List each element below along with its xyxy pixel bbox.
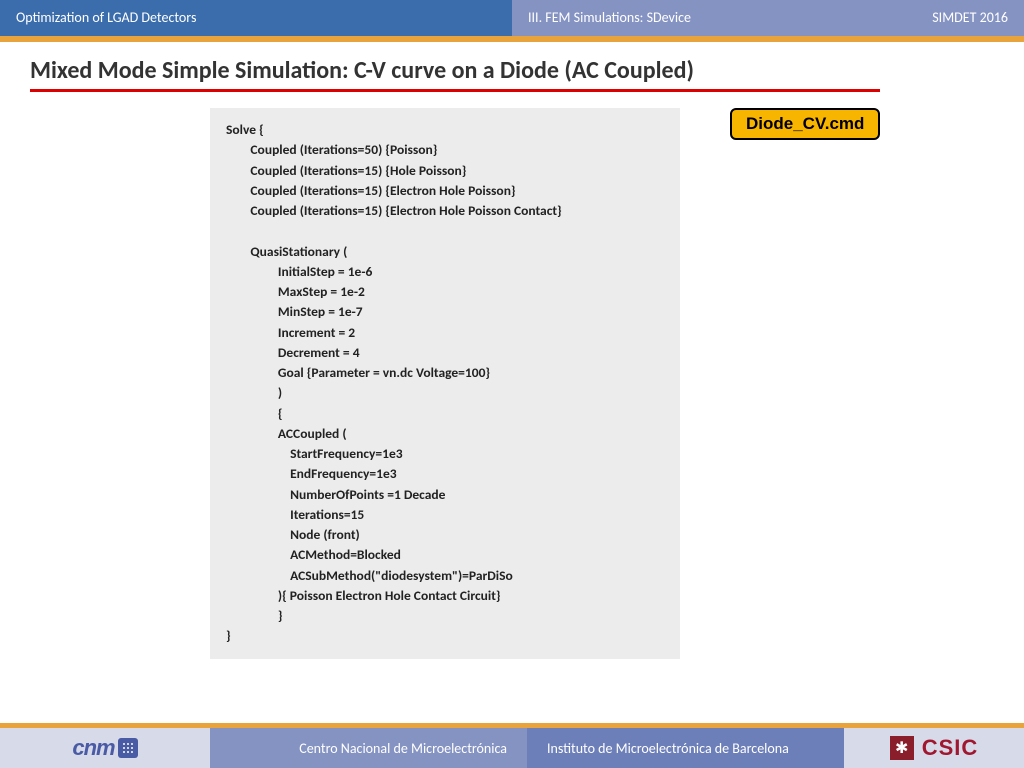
csic-logo: CSIC <box>922 739 979 757</box>
slide-title: Mixed Mode Simple Simulation: C-V curve … <box>30 56 880 92</box>
content-area: Mixed Mode Simple Simulation: C-V curve … <box>0 42 1024 659</box>
file-badge: Diode_CV.cmd <box>730 108 880 140</box>
csic-logo-text: CSIC <box>922 739 979 757</box>
header-event: SIMDET 2016 <box>932 9 1008 27</box>
cnm-logo-text: cnm <box>72 735 114 761</box>
cnm-logo: cnm <box>72 735 137 761</box>
header-left: Optimization of LGAD Detectors <box>0 0 512 36</box>
csic-icon <box>890 736 914 760</box>
csic-logo-box: CSIC <box>844 728 1024 768</box>
cnm-logo-box: cnm <box>0 728 210 768</box>
code-block: Solve { Coupled (Iterations=50) {Poisson… <box>210 108 680 659</box>
footer-org-2: Instituto de Microelectrónica de Barcelo… <box>527 728 844 768</box>
header-section: III. FEM Simulations: SDevice <box>528 9 691 27</box>
body-row: Solve { Coupled (Iterations=50) {Poisson… <box>210 108 994 659</box>
footer: cnm Centro Nacional de Microelectrónica … <box>0 723 1024 768</box>
header-bar: Optimization of LGAD Detectors III. FEM … <box>0 0 1024 36</box>
cnm-logo-icon <box>118 738 138 758</box>
header-right: III. FEM Simulations: SDevice SIMDET 201… <box>512 0 1024 36</box>
footer-org-1: Centro Nacional de Microelectrónica <box>210 728 527 768</box>
footer-bar: cnm Centro Nacional de Microelectrónica … <box>0 728 1024 768</box>
